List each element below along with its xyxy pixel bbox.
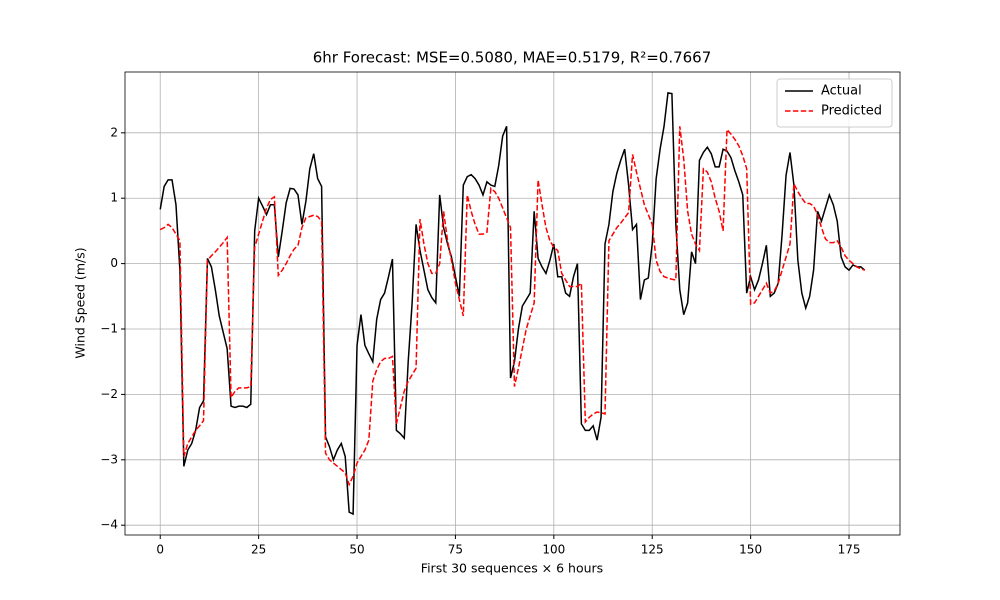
legend-label: Actual [821, 84, 862, 99]
legend-label: Predicted [821, 104, 882, 119]
y-tick-label: −3 [100, 452, 118, 466]
x-tick-label: 75 [448, 543, 463, 557]
x-tick-label: 25 [251, 543, 266, 557]
x-tick-label: 0 [156, 543, 164, 557]
chart-title: 6hr Forecast: MSE=0.5080, MAE=0.5179, R²… [313, 49, 712, 67]
x-tick-label: 100 [542, 543, 565, 557]
y-tick-label: 2 [110, 125, 118, 139]
y-tick-label: −4 [100, 518, 118, 532]
line-series [159, 126, 866, 487]
y-tick-label: 1 [110, 191, 118, 205]
x-tick-label: 150 [739, 543, 762, 557]
x-tick-label: 50 [349, 543, 364, 557]
x-tick-label: 125 [641, 543, 664, 557]
plot-frame [124, 71, 901, 536]
x-axis-label: First 30 sequences × 6 hours [421, 561, 603, 576]
y-axis-label: Wind Speed (m/s) [73, 247, 88, 358]
y-tick-label: −2 [100, 387, 118, 401]
y-tick-label: −1 [100, 322, 118, 336]
y-tick-label: 0 [110, 256, 118, 270]
x-tick-label: 175 [838, 543, 861, 557]
